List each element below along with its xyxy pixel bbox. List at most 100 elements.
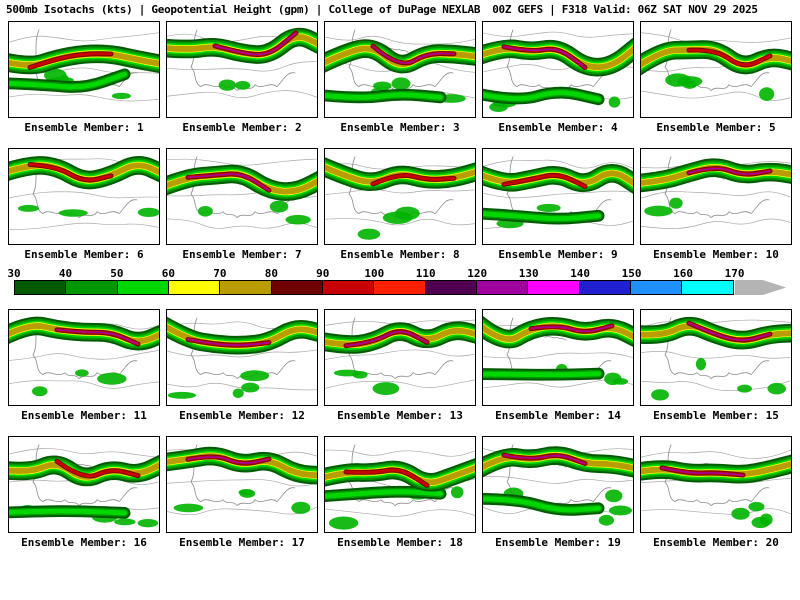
ensemble-map (8, 21, 160, 118)
ensemble-panel: Ensemble Member: 5 (640, 21, 792, 134)
colorbar-segment (528, 281, 580, 294)
ensemble-map (482, 309, 634, 406)
ensemble-map (640, 436, 792, 533)
ensemble-panel: Ensemble Member: 12 (166, 309, 318, 422)
ensemble-map (324, 21, 476, 118)
ensemble-member-label: Ensemble Member: 6 (24, 248, 144, 261)
colorbar-tick: 50 (110, 267, 124, 280)
colorbar-tick: 80 (264, 267, 278, 280)
ensemble-map (166, 21, 318, 118)
ensemble-map (166, 436, 318, 533)
ensemble-panel: Ensemble Member: 20 (640, 436, 792, 549)
ensemble-map (8, 309, 160, 406)
colorbar-tick: 90 (316, 267, 330, 280)
ensemble-map (482, 21, 634, 118)
colorbar-bar (14, 280, 786, 295)
ensemble-map (8, 148, 160, 245)
colorbar-tick: 170 (724, 267, 745, 280)
ensemble-panel: Ensemble Member: 17 (166, 436, 318, 549)
ensemble-map (166, 309, 318, 406)
ensemble-member-label: Ensemble Member: 3 (340, 121, 460, 134)
ensemble-member-label: Ensemble Member: 14 (495, 409, 621, 422)
ensemble-row-4: Ensemble Member: 16 Ensemble Member: 17 … (0, 436, 800, 549)
colorbar-segments (14, 280, 734, 295)
product-title-text: 500mb Isotachs (kts) | Geopotential Heig… (6, 3, 481, 16)
colorbar-segment (425, 281, 478, 294)
colorbar-arrow (734, 280, 786, 295)
ensemble-map (324, 309, 476, 406)
product-title: 500mb Isotachs (kts) | Geopotential Heig… (0, 0, 800, 17)
colorbar-tick-labels: 30 40 50 60 70 80 90 100 110 120 130 140 150 160 170 (7, 267, 786, 280)
colorbar-segment (117, 281, 170, 294)
ensemble-panel: Ensemble Member: 4 (482, 21, 634, 134)
colorbar-tick: 160 (673, 267, 693, 280)
ensemble-member-label: Ensemble Member: 9 (498, 248, 618, 261)
ensemble-member-label: Ensemble Member: 4 (498, 121, 618, 134)
ensemble-panel: Ensemble Member: 7 (166, 148, 318, 261)
colorbar-segment (579, 281, 632, 294)
ensemble-member-label: Ensemble Member: 1 (24, 121, 144, 134)
colorbar-tick: 30 (7, 267, 21, 280)
ensemble-member-label: Ensemble Member: 19 (495, 536, 621, 549)
ensemble-panel: Ensemble Member: 19 (482, 436, 634, 549)
product-valid-text: 00Z GEFS | F318 Valid: 06Z SAT NOV 29 20… (492, 3, 758, 16)
colorbar-segment (477, 281, 529, 294)
ensemble-panel: Ensemble Member: 16 (8, 436, 160, 549)
ensemble-panel: Ensemble Member: 9 (482, 148, 634, 261)
colorbar-segment (682, 281, 733, 294)
ensemble-panel: Ensemble Member: 3 (324, 21, 476, 134)
ensemble-map (482, 148, 634, 245)
ensemble-map (8, 436, 160, 533)
ensemble-member-label: Ensemble Member: 12 (179, 409, 305, 422)
ensemble-member-label: Ensemble Member: 7 (182, 248, 302, 261)
ensemble-panel: Ensemble Member: 1 (8, 21, 160, 134)
ensemble-member-label: Ensemble Member: 17 (179, 536, 305, 549)
colorbar-segment (220, 281, 272, 294)
ensemble-panel: Ensemble Member: 10 (640, 148, 792, 261)
ensemble-panel: Ensemble Member: 13 (324, 309, 476, 422)
colorbar-tick: 120 (467, 267, 488, 280)
isotach-colorbar: 30 40 50 60 70 80 90 100 110 120 130 140 150 160 170 (7, 267, 786, 295)
colorbar-tick: 100 (364, 267, 385, 280)
ensemble-row-2: Ensemble Member: 6 Ensemble Member: 7 En… (0, 148, 800, 261)
ensemble-row-1: Ensemble Member: 1 Ensemble Member: 2 En… (0, 21, 800, 134)
ensemble-member-label: Ensemble Member: 11 (21, 409, 147, 422)
ensemble-member-label: Ensemble Member: 18 (337, 536, 463, 549)
ensemble-row-3: Ensemble Member: 11 Ensemble Member: 12 … (0, 309, 800, 422)
ensemble-map (640, 148, 792, 245)
colorbar-tick: 40 (58, 267, 73, 280)
ensemble-panel: Ensemble Member: 14 (482, 309, 634, 422)
colorbar-tick: 150 (621, 267, 642, 280)
ensemble-map (324, 436, 476, 533)
colorbar-segment (66, 281, 118, 294)
colorbar-segment (15, 281, 67, 294)
ensemble-member-label: Ensemble Member: 5 (656, 121, 776, 134)
ensemble-map (640, 21, 792, 118)
colorbar-segment (323, 281, 375, 294)
ensemble-panel: Ensemble Member: 6 (8, 148, 160, 261)
ensemble-map (482, 436, 634, 533)
colorbar-tick: 60 (161, 267, 176, 280)
colorbar-segment (631, 281, 683, 294)
colorbar-tick: 70 (213, 267, 227, 280)
colorbar-segment (374, 281, 426, 294)
ensemble-panel: Ensemble Member: 2 (166, 21, 318, 134)
ensemble-panel: Ensemble Member: 15 (640, 309, 792, 422)
ensemble-member-label: Ensemble Member: 20 (653, 536, 779, 549)
ensemble-member-label: Ensemble Member: 10 (653, 248, 779, 261)
ensemble-map (640, 309, 792, 406)
colorbar-segment (169, 281, 221, 294)
ensemble-member-label: Ensemble Member: 13 (337, 409, 463, 422)
ensemble-map (166, 148, 318, 245)
ensemble-member-label: Ensemble Member: 8 (340, 248, 460, 261)
ensemble-panel: Ensemble Member: 11 (8, 309, 160, 422)
ensemble-member-label: Ensemble Member: 16 (21, 536, 147, 549)
ensemble-panel: Ensemble Member: 18 (324, 436, 476, 549)
colorbar-segment (271, 281, 324, 294)
colorbar-tick: 130 (518, 267, 539, 280)
colorbar-tick: 110 (415, 267, 436, 280)
ensemble-panel: Ensemble Member: 8 (324, 148, 476, 261)
ensemble-map (324, 148, 476, 245)
ensemble-member-label: Ensemble Member: 2 (182, 121, 302, 134)
colorbar-tick: 140 (570, 267, 591, 280)
